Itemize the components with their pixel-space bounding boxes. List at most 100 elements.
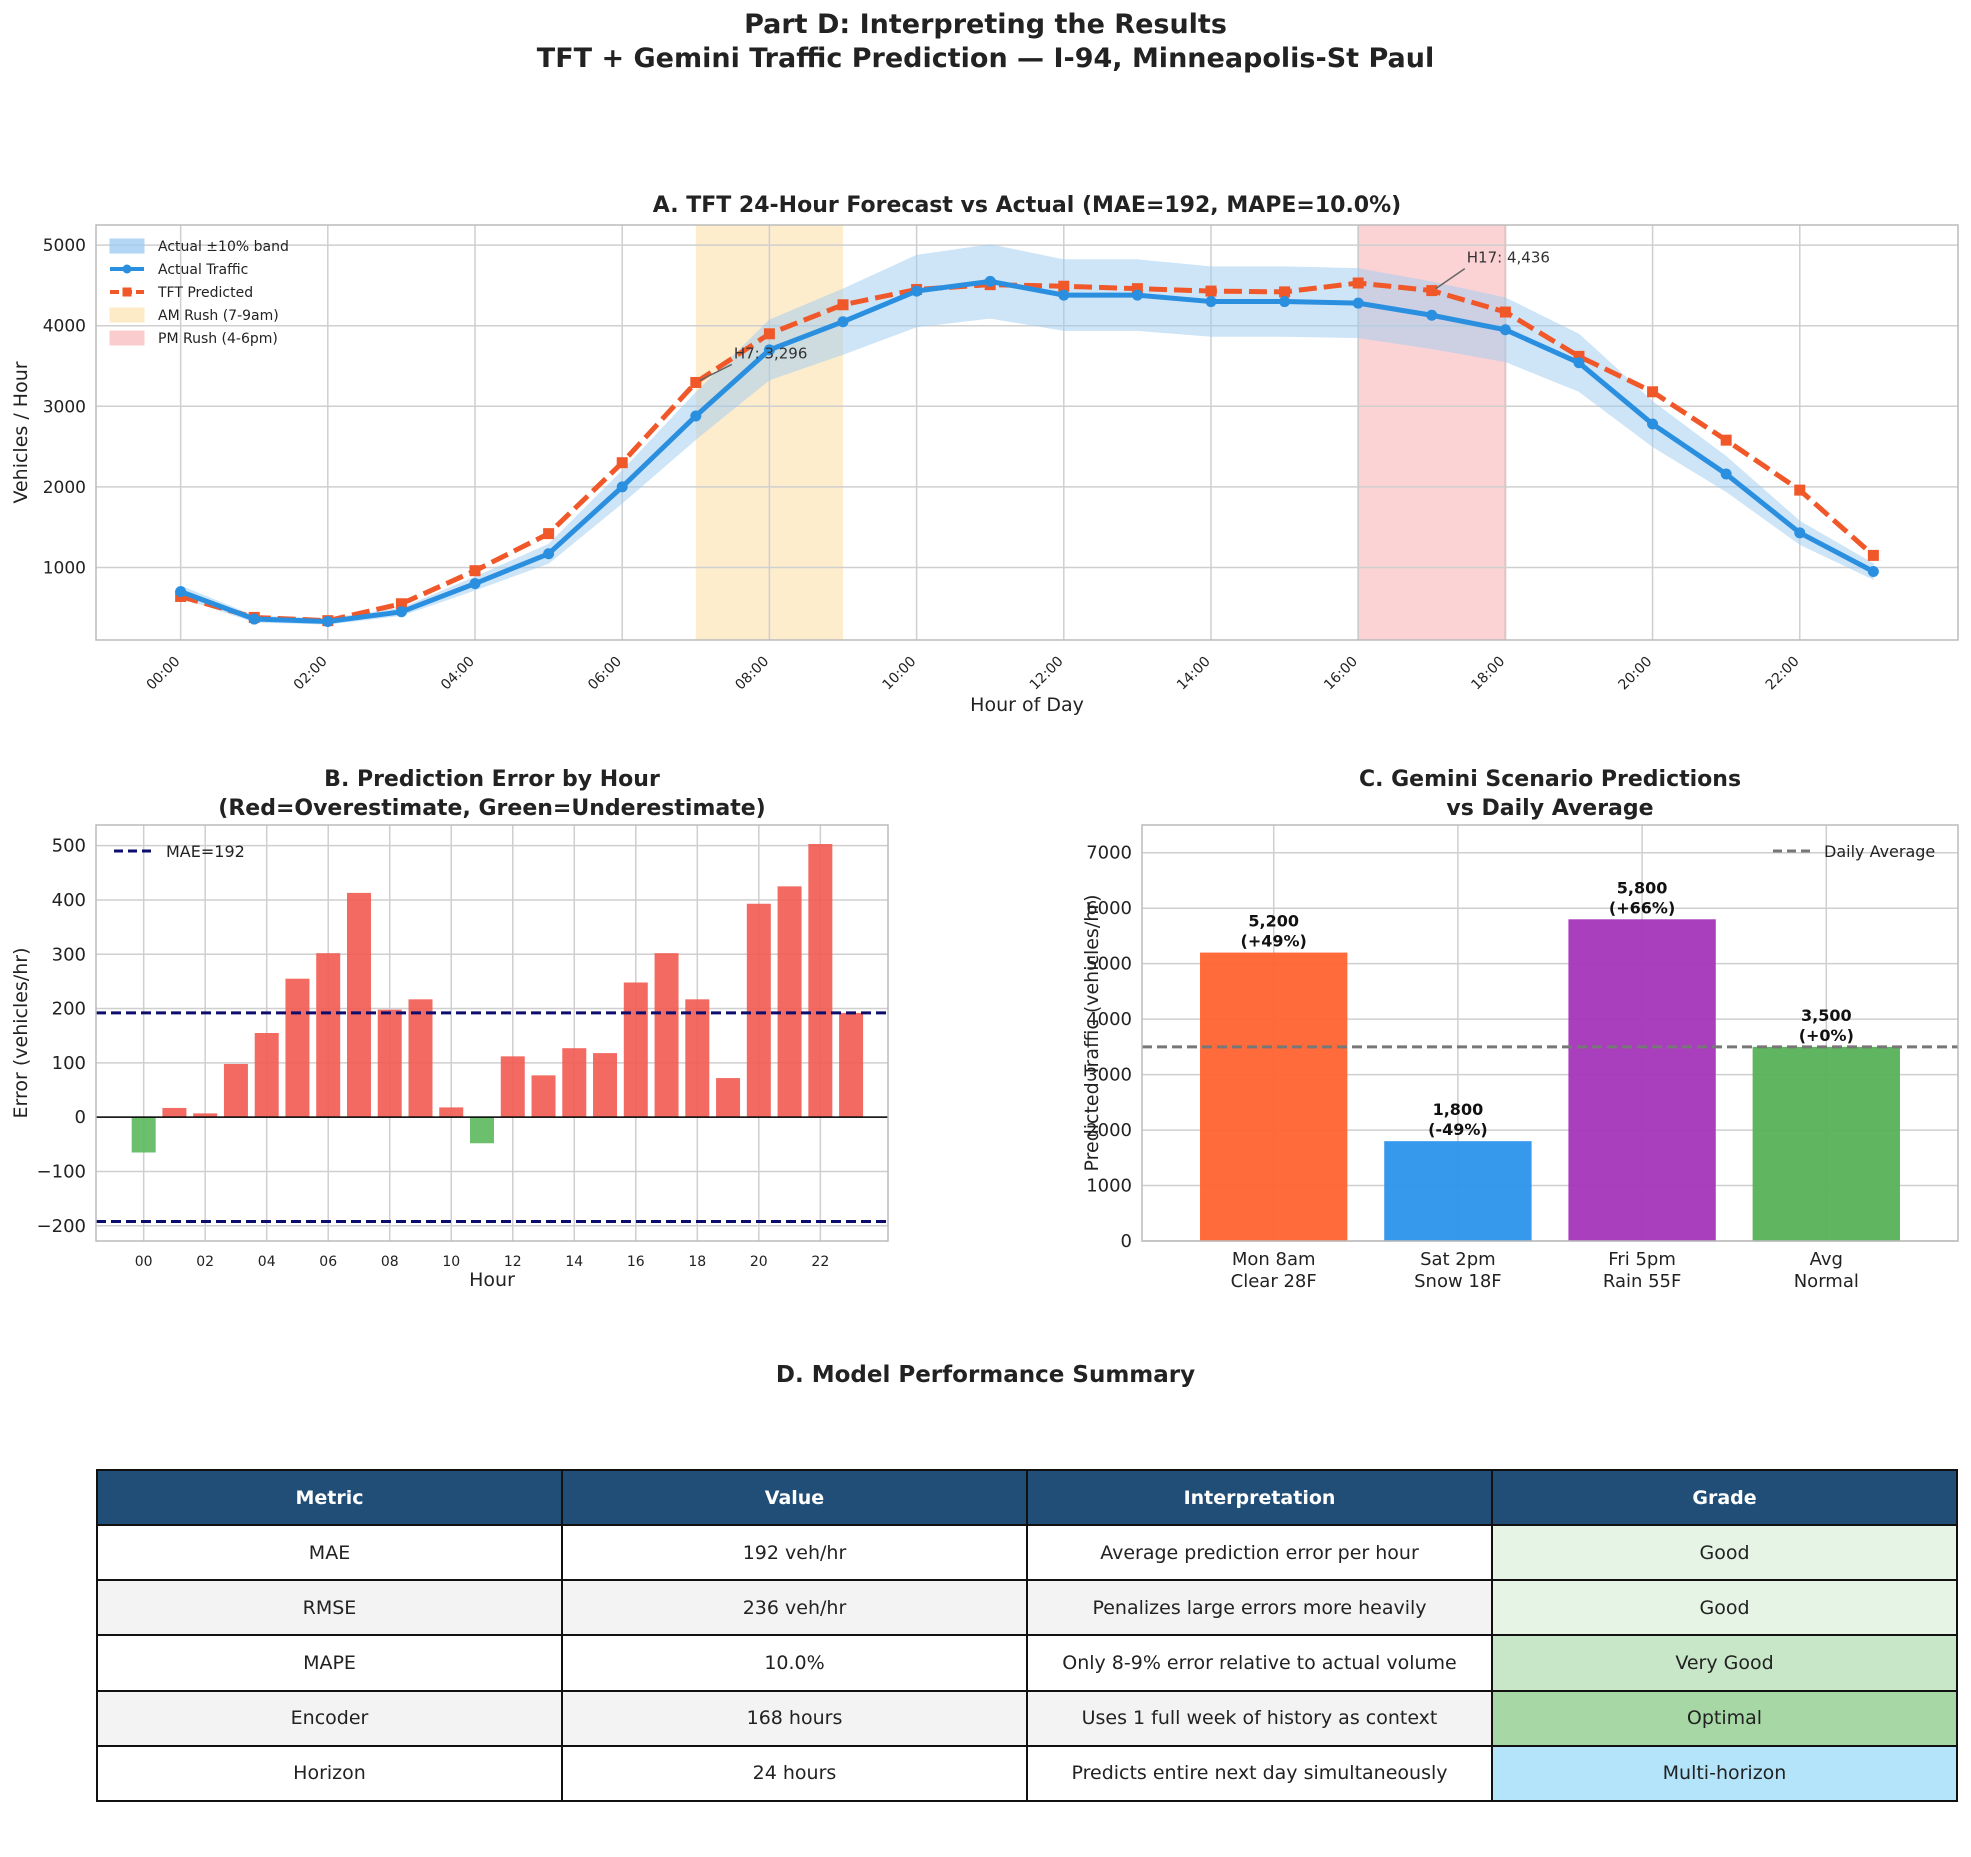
y-tick-label: 500: [52, 836, 86, 857]
actual-point: [911, 285, 923, 297]
error-bar: [223, 1063, 248, 1118]
cell-grade: Multi-horizon: [1491, 1744, 1958, 1803]
y-axis-label: Error (vehicles/hr): [10, 948, 32, 1119]
annotation-arrow: [1435, 267, 1466, 290]
y-tick-label: 4000: [43, 317, 86, 337]
x-tick-label: 04: [258, 1254, 276, 1270]
figure-title-line2: TFT + Gemini Traffic Prediction — I-94, …: [536, 43, 1435, 74]
error-bar: [746, 903, 771, 1118]
predicted-point: [1794, 484, 1806, 496]
x-tick-label: Mon 8am: [1232, 1249, 1316, 1270]
x-tick-label: 10: [442, 1254, 460, 1270]
error-bar: [500, 1056, 525, 1118]
plot-frame: [95, 824, 889, 1242]
y-tick-label: 200: [52, 999, 86, 1020]
chart-b-title-line2: (Red=Overestimate, Green=Underestimate): [218, 796, 765, 821]
table-row: MAE 192 veh/hr Average prediction error …: [96, 1523, 1958, 1582]
cell-interpretation: Predicts entire next day simultaneously: [1026, 1744, 1493, 1803]
error-bar: [808, 844, 833, 1118]
y-axis-label: Vehicles / Hour: [10, 361, 32, 503]
actual-point: [837, 316, 849, 328]
y-tick-label: 400: [52, 890, 86, 911]
actual-point: [1205, 296, 1217, 308]
actual-point: [763, 344, 775, 356]
y-tick-label: 3000: [1086, 1065, 1132, 1086]
table-row: Horizon 24 hours Predicts entire next da…: [96, 1744, 1958, 1803]
error-bar: [439, 1107, 464, 1118]
actual-point: [1058, 289, 1070, 301]
table-title: D. Model Performance Summary: [775, 1362, 1196, 1388]
x-tick-label: 06: [319, 1254, 337, 1270]
actual-point: [322, 615, 334, 627]
predicted-point: [690, 376, 702, 388]
cell-grade: Optimal: [1491, 1689, 1958, 1747]
forecast-line-chart: A. TFT 24-Hour Forecast vs Actual (MAE=1…: [10, 193, 1959, 716]
scenario-bar: [1752, 1046, 1900, 1241]
x-tick-label: 08: [381, 1254, 399, 1270]
predicted-point: [763, 328, 775, 340]
annotation-arrow: [699, 363, 733, 382]
legend-mae-label: MAE=192: [166, 842, 245, 861]
predicted-point: [395, 598, 407, 610]
chart-c-title-line1: C. Gemini Scenario Predictions: [1359, 767, 1741, 792]
x-tick-label: 12: [504, 1254, 522, 1270]
figure-title-line1: Part D: Interpreting the Results: [744, 9, 1227, 40]
annotation-label: H7: 3,296: [734, 344, 808, 362]
table-header-row: Metric Value Interpretation Grade: [96, 1469, 1958, 1526]
y-tick-label: 2000: [1086, 1120, 1132, 1141]
bar-change-label: (+49%): [1241, 932, 1307, 951]
cell-metric: Horizon: [96, 1744, 563, 1803]
cell-interpretation: Average prediction error per hour: [1026, 1523, 1493, 1582]
error-bar: [716, 1078, 741, 1118]
y-tick-label: −100: [37, 1161, 86, 1182]
error-bar: [193, 1113, 218, 1118]
x-axis-label: Hour: [469, 1269, 515, 1291]
error-bar: [346, 892, 371, 1118]
predicted-point: [1867, 549, 1879, 561]
predicted-point: [1279, 286, 1291, 298]
cell-grade: Very Good: [1491, 1634, 1958, 1692]
predicted-point: [469, 565, 481, 577]
x-tick-label: 02: [196, 1254, 214, 1270]
actual-band: [180, 244, 1874, 625]
predicted-point: [1647, 386, 1659, 398]
predicted-point: [1499, 306, 1511, 318]
x-tick-label: Rain 55F: [1603, 1271, 1682, 1292]
error-bar: [408, 999, 433, 1118]
x-axis-label: Hour of Day: [970, 694, 1084, 716]
error-bar: [316, 953, 341, 1118]
bar-value-label: 5,800: [1617, 878, 1668, 897]
annotation-label: H17: 4,436: [1467, 249, 1550, 267]
y-tick-label: 0: [75, 1107, 86, 1128]
y-tick-label: 6000: [1086, 898, 1132, 919]
cell-metric: Encoder: [96, 1689, 563, 1747]
cell-interpretation: Only 8-9% error relative to actual volum…: [1026, 1634, 1493, 1692]
error-bar: [470, 1117, 494, 1144]
legend-am-rush-swatch: [109, 307, 145, 323]
actual-point: [616, 481, 628, 493]
x-tick-label: 18: [688, 1254, 706, 1270]
cell-interpretation: Penalizes large errors more heavily: [1026, 1579, 1493, 1637]
actual-point: [248, 613, 260, 625]
series-line-actual-traffic: [179, 278, 1875, 624]
actual-point: [395, 606, 407, 618]
actual-point: [175, 586, 187, 598]
y-tick-label: 5000: [43, 236, 86, 256]
y-tick-label: 5000: [1086, 954, 1132, 975]
cell-metric: MAE: [96, 1523, 563, 1582]
legend-predicted-marker: [122, 287, 132, 297]
cell-interpretation: Uses 1 full week of history as context: [1026, 1689, 1493, 1747]
bar-value-label: 3,500: [1801, 1006, 1852, 1025]
table-row: RMSE 236 veh/hr Penalizes large errors m…: [96, 1579, 1958, 1637]
y-tick-label: 300: [52, 944, 86, 965]
chart-c-title-line2: vs Daily Average: [1446, 796, 1653, 821]
scenario-bar: [1384, 1141, 1532, 1241]
predicted-point: [1573, 350, 1585, 362]
x-tick-label: Fri 5pm: [1608, 1249, 1676, 1270]
legend-actual-marker: [122, 264, 132, 274]
error-bar: [777, 886, 802, 1118]
error-bar: [685, 999, 710, 1118]
error-bar: [254, 1033, 279, 1118]
error-bar: [839, 1012, 864, 1118]
cell-value: 10.0%: [561, 1634, 1028, 1692]
